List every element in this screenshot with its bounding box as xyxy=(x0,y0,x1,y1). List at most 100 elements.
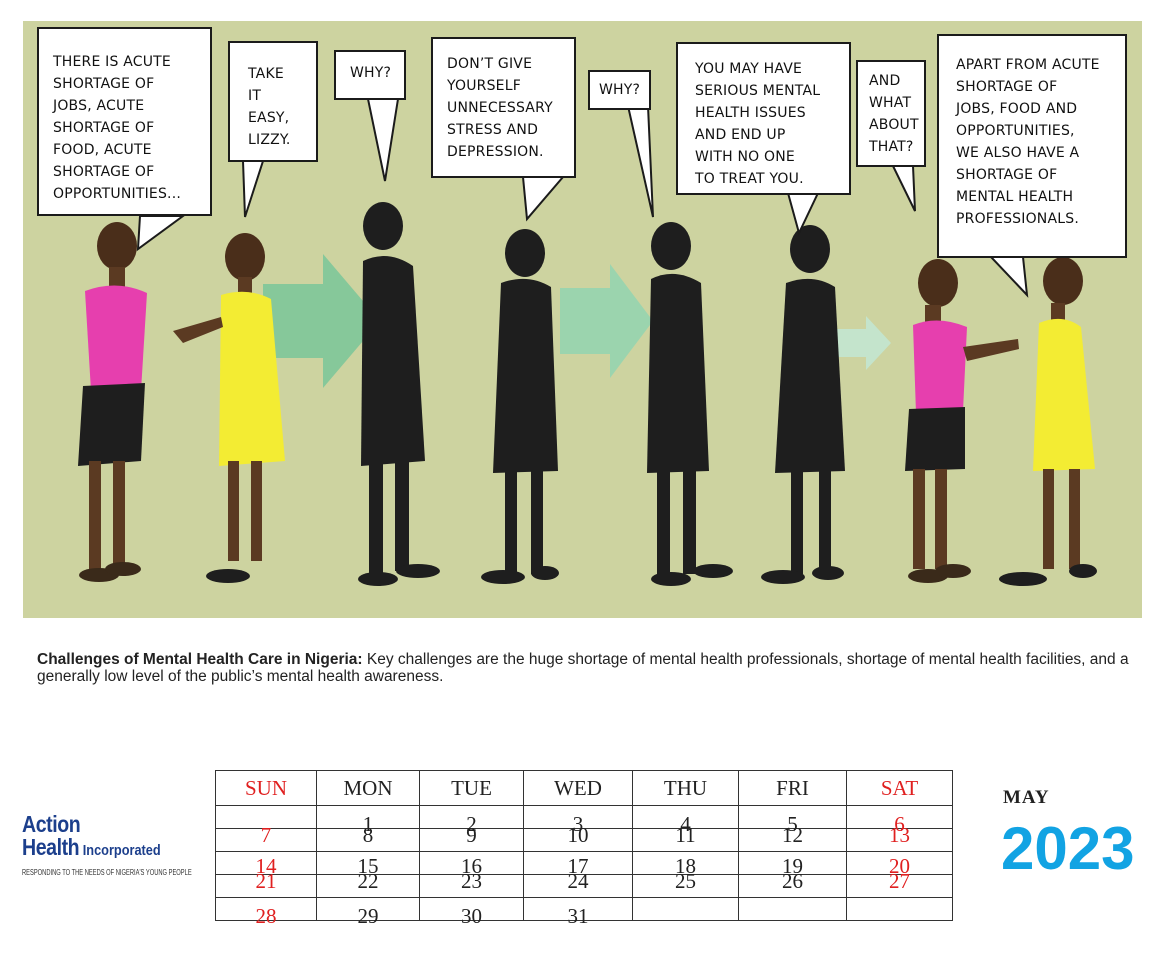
calendar-day-number: 9 xyxy=(466,823,477,847)
woman-yellow-figure xyxy=(173,233,285,583)
logo-line-action: Action xyxy=(22,811,81,837)
calendar-day-number: 21 xyxy=(255,869,277,893)
calendar-day-number: 31 xyxy=(567,904,589,928)
calendar-day-number: 16 xyxy=(461,854,482,878)
calendar-day-cell: 8 xyxy=(316,823,420,852)
calendar-day-number: 4 xyxy=(680,812,691,836)
logo-line-health: Health Incorporated xyxy=(22,836,175,862)
calendar-day-cell: 24 xyxy=(523,869,633,898)
calendar-day-cell xyxy=(632,897,739,921)
calendar-day-cell: 28 xyxy=(215,897,317,928)
speech-bubble-2: TAKE IT EASY, LIZZY. xyxy=(228,41,318,162)
silhouette-figures xyxy=(358,202,845,586)
calendar-day-number: 23 xyxy=(461,869,482,893)
day-header-fri: FRI xyxy=(738,770,847,806)
calendar-day-cell: 6 xyxy=(846,805,953,836)
comic-illustration: THERE IS ACUTE SHORTAGE OF JOBS, ACUTE S… xyxy=(23,21,1142,618)
speech-bubble-1: THERE IS ACUTE SHORTAGE OF JOBS, ACUTE S… xyxy=(37,27,212,216)
calendar-day-number: 13 xyxy=(889,823,910,847)
speech-bubble-5: WHY? xyxy=(588,70,651,110)
day-header-sat: SAT xyxy=(846,770,953,806)
calendar-day-number: 5 xyxy=(787,812,798,836)
calendar-day-number: 26 xyxy=(782,869,803,893)
caption: Challenges of Mental Health Care in Nige… xyxy=(37,651,1137,685)
calendar-day-cell: 14 xyxy=(215,851,317,878)
calendar-day-cell: 12 xyxy=(738,823,847,852)
arrow-icon xyxy=(560,264,653,378)
calendar-header-row: SUN MON TUE WED THU FRI SAT xyxy=(215,770,953,806)
calendar-day-cell xyxy=(738,897,847,921)
speech-bubble-3: WHY? xyxy=(334,50,406,100)
calendar-day-number: 17 xyxy=(567,854,589,878)
calendar-week-row: 14 15 16 17 18 19 20 xyxy=(215,851,953,878)
calendar-week-row: 28 29 30 31 xyxy=(215,897,953,928)
calendar-day-number: 7 xyxy=(260,823,272,847)
calendar-day-cell: 21 xyxy=(215,869,317,898)
action-health-logo: Action Health Incorporated RESPONDING TO… xyxy=(22,812,202,877)
arrow-icon xyxy=(836,316,891,370)
calendar-day-cell: 23 xyxy=(419,869,524,898)
calendar-day-number: 30 xyxy=(461,904,482,928)
logo-incorporated: Incorporated xyxy=(79,842,161,859)
month-label: MAY xyxy=(1003,787,1050,808)
calendar-day-number: 14 xyxy=(255,854,277,878)
calendar-day-number: 2 xyxy=(466,812,477,836)
calendar-day-cell: 1 xyxy=(316,805,420,836)
calendar-day-number: 8 xyxy=(362,823,374,847)
caption-body: Key challenges are the huge shortage of … xyxy=(37,651,1129,685)
calendar-day-number: 20 xyxy=(889,854,910,878)
calendar-day-number: 27 xyxy=(889,869,910,893)
calendar-day-number: 1 xyxy=(362,812,374,836)
speech-bubble-4: DON’T GIVE YOURSELF UNNECESSARY STRESS A… xyxy=(431,37,576,178)
calendar-day-number: 29 xyxy=(357,904,379,928)
calendar-day-number: 28 xyxy=(255,904,277,928)
calendar-day-number: 25 xyxy=(675,869,696,893)
comic-art xyxy=(78,98,1097,586)
calendar-week-row: 21 22 23 24 25 26 27 xyxy=(215,869,953,898)
calendar-day-number: 3 xyxy=(572,812,584,836)
calendar-grid: SUN MON TUE WED THU FRI SAT 1 2 3 4 5 6 7 8 9 10 1… xyxy=(215,770,953,928)
calendar-day-cell: 22 xyxy=(316,869,420,898)
calendar-day-number: 6 xyxy=(894,812,905,836)
calendar-day-cell: 9 xyxy=(419,823,524,852)
calendar-day-number: 10 xyxy=(567,823,589,847)
caption-title: Challenges of Mental Health Care in Nige… xyxy=(37,651,363,668)
logo-health: Health xyxy=(22,834,80,860)
calendar-day-cell: 25 xyxy=(632,869,739,898)
calendar-day-cell: 10 xyxy=(523,823,633,852)
day-header-thu: THU xyxy=(632,770,739,806)
speech-bubble-8: APART FROM ACUTE SHORTAGE OF JOBS, FOOD … xyxy=(937,34,1127,258)
day-header-wed: WED xyxy=(523,770,633,806)
bubble-tails xyxy=(136,98,1029,298)
day-header-mon: MON xyxy=(316,770,420,806)
calendar-day-cell: 27 xyxy=(846,869,953,898)
calendar-day-cell: 11 xyxy=(632,823,739,852)
calendar-day-number: 15 xyxy=(357,854,379,878)
calendar-day-cell: 26 xyxy=(738,869,847,898)
calendar-day-cell xyxy=(846,897,953,921)
logo-tagline: RESPONDING TO THE NEEDS OF NIGERIA'S YOU… xyxy=(22,868,192,877)
calendar-week-row: 7 8 9 10 11 12 13 xyxy=(215,823,953,852)
calendar-day-cell: 7 xyxy=(215,823,317,852)
calendar-day-cell: 4 xyxy=(632,805,739,836)
calendar-day-number: 24 xyxy=(567,869,589,893)
day-header-sun: SUN xyxy=(215,770,317,806)
calendar-week-row: 1 2 3 4 5 6 xyxy=(215,805,953,836)
woman-pink-figure xyxy=(78,222,147,582)
year-label: 2023 xyxy=(1001,815,1135,882)
calendar-day-number: 11 xyxy=(675,823,696,847)
speech-bubble-6: YOU MAY HAVE SERIOUS MENTAL HEALTH ISSUE… xyxy=(676,42,851,195)
calendar-day-cell: 30 xyxy=(419,897,524,928)
woman-yellow-figure-right xyxy=(999,257,1097,586)
woman-pink-figure-right xyxy=(905,259,1019,583)
calendar-day-cell: 31 xyxy=(523,897,633,928)
calendar-day-cell: 15 xyxy=(316,851,420,878)
calendar-day-cell: 13 xyxy=(846,823,953,852)
day-header-tue: TUE xyxy=(419,770,524,806)
calendar-day-number: 22 xyxy=(357,869,379,893)
calendar-day-number: 12 xyxy=(782,823,803,847)
calendar-day-cell: 29 xyxy=(316,897,420,928)
calendar-day-number: 19 xyxy=(782,854,803,878)
speech-bubble-7: AND WHAT ABOUT THAT? xyxy=(856,60,926,167)
calendar-day-cell: 20 xyxy=(846,851,953,878)
